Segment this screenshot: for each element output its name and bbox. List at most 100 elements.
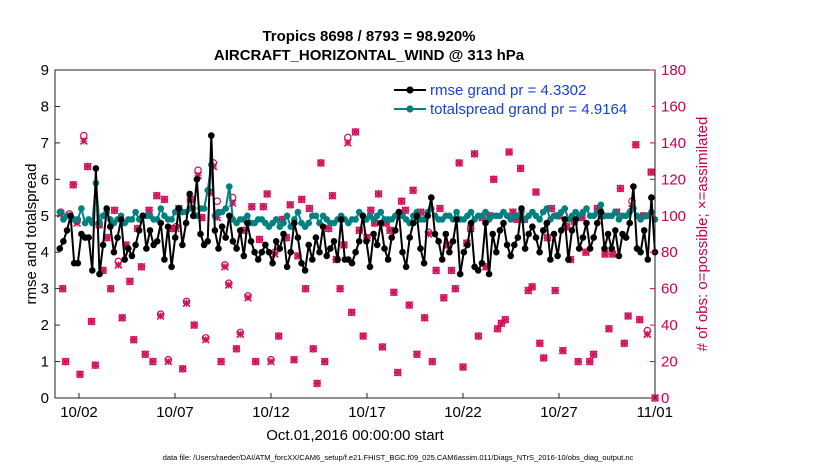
obs-assimilated-marker [412,350,421,359]
obs-assimilated-marker [551,286,560,295]
totalspread-point [467,208,475,216]
rmse-point [96,270,103,278]
obs-assimilated-marker [232,344,241,353]
totalspread-point [453,208,460,216]
rmse-point [413,212,421,220]
rmse-point [298,259,305,267]
rmse-point [640,227,648,234]
rmse-point [482,219,489,227]
obs-assimilated-marker [137,262,146,271]
rmse-point [424,212,432,220]
chart-title-line1: Tropics 8698 / 8793 = 98.920% [262,28,475,45]
obs-assimilated-marker [110,206,119,215]
rmse-point [388,234,396,241]
left-tick-label: 7 [41,135,49,152]
rmse-point [132,241,139,249]
rmse-point [370,230,377,238]
totalspread-point [128,216,136,223]
series-lines [56,132,659,278]
rmse-point [283,263,291,271]
totalspread-point [168,216,175,223]
totalspread-point [294,208,302,216]
rmse-point [626,219,633,227]
obs-assimilated-marker [58,284,67,293]
rmse-point [601,245,608,252]
obs-assimilated-marker [152,191,161,200]
rmse-point [287,248,295,256]
left-tick-label: 5 [41,208,49,225]
y-axis-label-right: # of obs: o=possible; ×=assimilated [694,117,711,352]
obs-assimilated-marker [190,321,199,330]
rmse-point [410,219,417,227]
rmse-point [92,165,100,172]
rmse-point [236,227,244,234]
rmse-point [583,219,590,227]
obs-assimilated-marker [401,206,410,215]
rmse-point [244,219,251,227]
obs-assimilated-marker [347,308,356,317]
obs-assimilated-marker [164,357,173,366]
obs-assimilated-marker [118,313,127,322]
obs-assimilated-marker [528,282,537,291]
obs-assimilated-marker [643,330,652,339]
rmse-point [406,234,414,241]
rmse-point [323,252,331,260]
rmse-point [622,234,630,241]
x-axis-label: Oct.01,2016 00:00:00 start [266,427,444,444]
left-tick-label: 4 [41,244,49,261]
rmse-point [229,238,237,245]
totalspread-point [272,216,280,223]
rmse-point [319,223,327,230]
rmse-line [58,134,656,276]
obs-assimilated-marker [620,339,629,348]
obs-assimilated-marker [141,350,150,359]
x-tick-label: 10/17 [348,404,386,421]
rmse-point [114,234,121,241]
right-tick-label: 140 [661,135,686,152]
obs-assimilated-marker [247,202,256,211]
obs-assimilated-marker [531,188,540,197]
rmse-point [489,230,497,238]
obs-assimilated-marker [61,357,70,366]
rmse-point [352,248,359,256]
rmse-point [99,241,107,249]
x-tick-label: 10/12 [252,404,290,421]
rmse-point [431,230,439,238]
left-tick-label: 9 [41,62,49,79]
rmse-point [395,208,403,216]
rmse-point [377,219,385,227]
x-tick-label: 10/02 [60,404,98,421]
obs-assimilated-marker [313,379,322,388]
obs-assimilated-marker [217,357,226,366]
totalspread-point [543,205,551,212]
rmse-point [496,227,504,234]
totalspread-point [312,212,320,220]
rmse-point [539,227,547,234]
obs-assimilated-marker [182,299,191,308]
rmse-point [417,245,424,252]
left-tick-label: 2 [41,317,49,334]
obs-assimilated-marker [432,266,441,275]
rmse-point [644,256,652,263]
totalspread-point [200,205,208,212]
rmse-point [435,238,442,245]
x-axis-ticks: 10/02 10/07 10/12 10/17 10/22 10/27 11/01 [60,393,673,421]
rmse-point [579,234,587,241]
rmse-point [294,234,302,241]
obs-assimilated-marker [455,158,464,167]
rmse-point [316,248,323,256]
rmse-point [575,245,583,252]
right-tick-label: 120 [661,171,686,188]
right-tick-label: 0 [661,390,669,407]
obs-assimilated-marker [428,357,437,366]
legend-box [384,78,652,116]
rmse-point [402,263,410,271]
rmse-point [363,238,370,245]
obs-assimilated-marker [305,204,314,213]
rmse-point [208,132,215,139]
rmse-point [478,259,486,267]
obs-assimilated-marker [251,357,260,366]
rmse-point [211,227,219,234]
rmse-point [110,248,118,256]
